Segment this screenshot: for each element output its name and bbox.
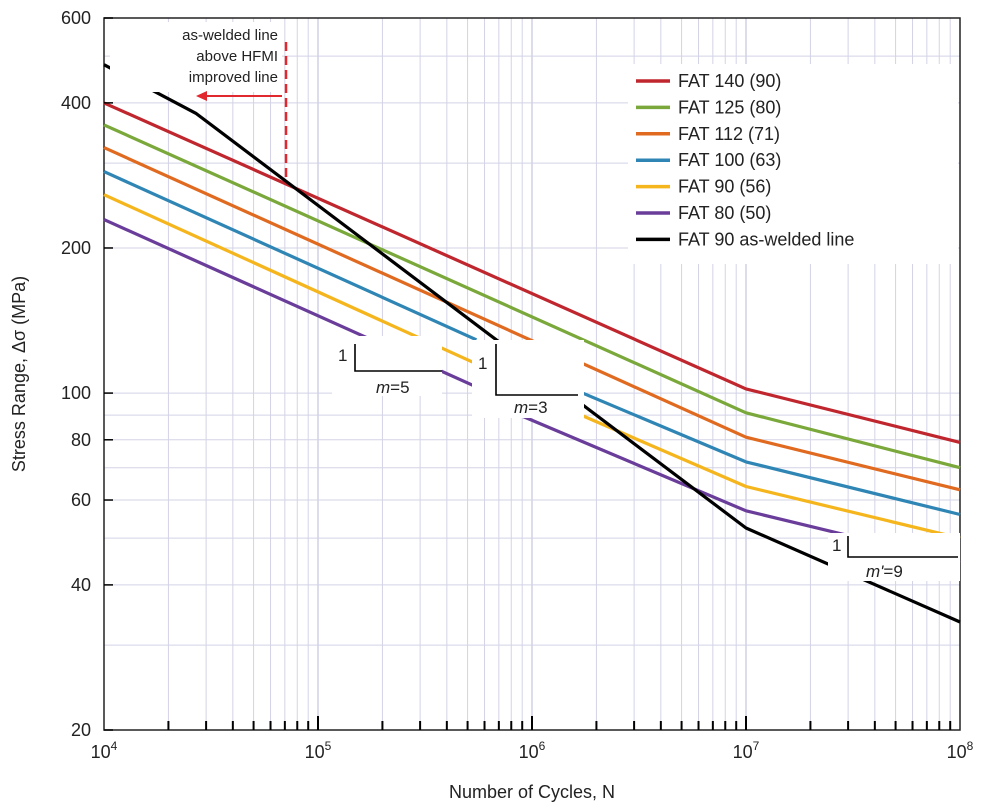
series-line-1 xyxy=(103,123,961,470)
y-tick-label: 100 xyxy=(61,383,91,403)
y-tick-label: 60 xyxy=(71,490,91,510)
slope-m3-triangle xyxy=(495,344,578,396)
y-tick-label: 20 xyxy=(71,720,91,740)
slope-triangle-m3: 1 m=3 xyxy=(472,340,584,418)
x-tick-label: 107 xyxy=(733,739,760,762)
series-line-3 xyxy=(103,170,478,342)
slope-m9-label: m'=9 xyxy=(866,562,903,581)
slope-m5-rise: 1 xyxy=(338,346,347,365)
x-tick-label: 108 xyxy=(947,739,974,762)
legend-label: FAT 112 (71) xyxy=(678,124,780,144)
slope-m9-triangle xyxy=(847,536,958,558)
slope-triangle-m9: 1 m'=9 xyxy=(828,533,960,581)
series-line-2 xyxy=(103,146,961,492)
hfmi-note-line-1: as-welded line xyxy=(182,27,278,44)
slope-m3-bg xyxy=(472,340,584,418)
slope-m3-label: m=3 xyxy=(514,398,548,417)
tick-layer: 104 105 106 107 108 20 40 60 80 100 200 400 600 xyxy=(61,8,974,762)
x-tick-label: 104 xyxy=(91,739,118,762)
series-line-3 xyxy=(508,360,961,517)
hfmi-note-line-2: above HFMI xyxy=(196,48,278,65)
x-axis-title: Number of Cycles, N xyxy=(449,782,615,802)
legend-label: FAT 100 (63) xyxy=(678,150,781,170)
slope-m3-rise: 1 xyxy=(478,354,487,373)
legend-label: FAT 90 as-welded line xyxy=(678,229,854,249)
slope-m3-m: m xyxy=(514,398,528,417)
x-tick-label: 105 xyxy=(305,739,332,762)
slope-m5-bg xyxy=(332,336,442,396)
legend-label: FAT 80 (50) xyxy=(678,203,771,223)
series-line-4 xyxy=(103,193,478,366)
y-tick-label: 80 xyxy=(71,430,91,450)
legend-label: FAT 125 (80) xyxy=(678,97,781,117)
series-line-4 xyxy=(510,383,961,540)
slope-triangle-m5: 1 m=5 xyxy=(332,336,442,397)
slope-m5-label: m=5 xyxy=(376,378,410,397)
slope-m5-eq: =5 xyxy=(390,378,409,397)
slope-m9-m: m' xyxy=(866,562,884,581)
slope-m3-eq: =3 xyxy=(528,398,547,417)
slope-m9-eq: =9 xyxy=(883,562,902,581)
hfmi-annotation-bg xyxy=(110,22,282,92)
legend: FAT 140 (90) FAT 125 (80) FAT 112 (71) FAT … xyxy=(628,64,958,264)
y-tick-label: 600 xyxy=(61,8,91,28)
grid xyxy=(104,18,960,730)
y-tick-label: 400 xyxy=(61,93,91,113)
legend-label: FAT 140 (90) xyxy=(678,71,781,91)
slope-m9-rise: 1 xyxy=(832,536,841,555)
slope-m5-m: m xyxy=(376,378,390,397)
hfmi-annotation: as-welded line above HFMI improved line xyxy=(110,22,288,178)
hfmi-note-line-3: improved line xyxy=(189,69,278,86)
x-tick-label: 106 xyxy=(519,739,546,762)
legend-box xyxy=(628,64,958,264)
series-line-0 xyxy=(103,101,961,444)
legend-label: FAT 90 (56) xyxy=(678,177,771,197)
y-tick-label: 200 xyxy=(61,238,91,258)
slope-m5-triangle xyxy=(354,344,442,372)
hfmi-arrow-head xyxy=(196,91,207,101)
y-axis-title: Stress Range, Δσ (MPa) xyxy=(9,276,29,472)
y-tick-label: 40 xyxy=(71,575,91,595)
